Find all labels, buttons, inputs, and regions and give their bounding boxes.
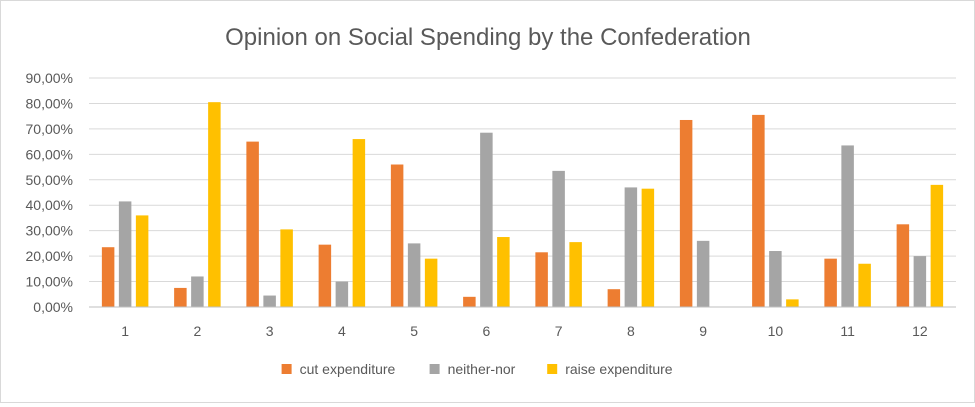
x-tick-label: 7 [555,323,563,339]
x-tick-label: 1 [121,323,129,339]
bar-neither-nor-2 [191,276,204,307]
x-tick-label: 11 [840,323,855,339]
bar-cut-expenditure-9 [679,119,693,307]
bar-raise-expenditure-3 [280,229,293,307]
x-tick-label: 5 [410,323,418,339]
x-tick-label: 2 [193,323,201,339]
legend-label: cut expenditure [300,361,396,377]
legend-swatch [547,364,558,374]
y-tick-label: 40,00% [26,197,73,213]
bar-raise-expenditure-1 [135,215,149,307]
legend-swatch [281,364,292,374]
legend-label: raise expenditure [565,361,673,377]
y-tick-label: 60,00% [26,146,73,162]
bar-neither-nor-9 [696,240,710,307]
x-tick-label: 3 [266,323,274,339]
legend-label: neither-nor [448,361,516,377]
bar-raise-expenditure-5 [424,258,438,307]
bar-raise-expenditure-2 [208,102,221,307]
bar-neither-nor-1 [118,201,132,307]
x-tick-label: 6 [482,323,490,339]
chart-title: Opinion on Social Spending by the Confed… [225,24,751,51]
bar-neither-nor-5 [407,243,421,307]
bar-neither-nor-6 [480,132,493,307]
x-tick-label: 8 [627,323,635,339]
y-tick-label: 0,00% [33,299,73,315]
y-tick-label: 20,00% [26,248,73,264]
bar-raise-expenditure-7 [569,242,582,307]
bar-raise-expenditure-10 [786,299,799,307]
y-tick-label: 30,00% [26,223,73,239]
bar-cut-expenditure-8 [607,289,621,307]
bar-neither-nor-10 [769,251,782,307]
bar-raise-expenditure-11 [858,263,871,307]
legend-swatch [429,364,440,374]
y-tick-label: 70,00% [26,121,73,137]
bar-cut-expenditure-11 [824,258,837,307]
bar-neither-nor-12 [913,256,927,307]
bars [101,102,944,308]
bar-cut-expenditure-5 [390,164,404,307]
x-tick-label: 12 [912,323,928,339]
bar-neither-nor-11 [841,145,854,307]
y-tick-label: 10,00% [26,274,73,290]
bar-cut-expenditure-6 [463,296,476,307]
y-tick-label: 50,00% [26,172,73,188]
bar-cut-expenditure-7 [535,252,548,307]
gridlines [89,77,956,308]
x-axis: 1 2 3 4 5 6 7 8 9 10 11 12 [89,306,956,339]
x-tick-label: 10 [768,323,784,339]
bar-cut-expenditure-12 [896,224,910,307]
bar-neither-nor-7 [552,170,565,307]
bar-cut-expenditure-2 [174,287,187,307]
bar-raise-expenditure-8 [641,188,655,307]
bar-raise-expenditure-6 [497,237,510,307]
bar-cut-expenditure-1 [101,247,115,307]
bar-raise-expenditure-4 [352,139,366,307]
bar-raise-expenditure-12 [930,184,944,307]
bar-neither-nor-8 [624,187,638,307]
bar-cut-expenditure-4 [318,244,332,307]
y-tick-label: 90,00% [26,70,73,86]
bar-neither-nor-3 [263,295,276,307]
y-axis: 0,00% 10,00% 20,00% 30,00% 40,00% 50,00% 60,00… [26,70,73,315]
bar-cut-expenditure-3 [246,141,259,307]
x-tick-label: 4 [338,323,346,339]
bar-neither-nor-4 [335,281,349,307]
x-tick-label: 9 [699,323,707,339]
bar-cut-expenditure-10 [752,114,765,308]
legend: cut expenditure neither-nor raise expendit… [281,361,673,377]
y-tick-label: 80,00% [26,95,73,111]
